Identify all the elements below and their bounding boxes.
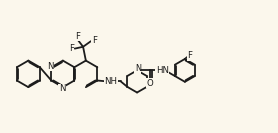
Text: N: N <box>59 84 65 93</box>
Text: F: F <box>75 32 80 41</box>
Text: F: F <box>69 44 74 53</box>
Text: N: N <box>135 64 141 73</box>
Text: N: N <box>47 62 53 71</box>
Text: NH: NH <box>104 77 117 86</box>
Text: HN: HN <box>156 66 169 75</box>
Text: F: F <box>188 51 193 60</box>
Text: F: F <box>92 36 97 45</box>
Text: O: O <box>147 79 154 88</box>
